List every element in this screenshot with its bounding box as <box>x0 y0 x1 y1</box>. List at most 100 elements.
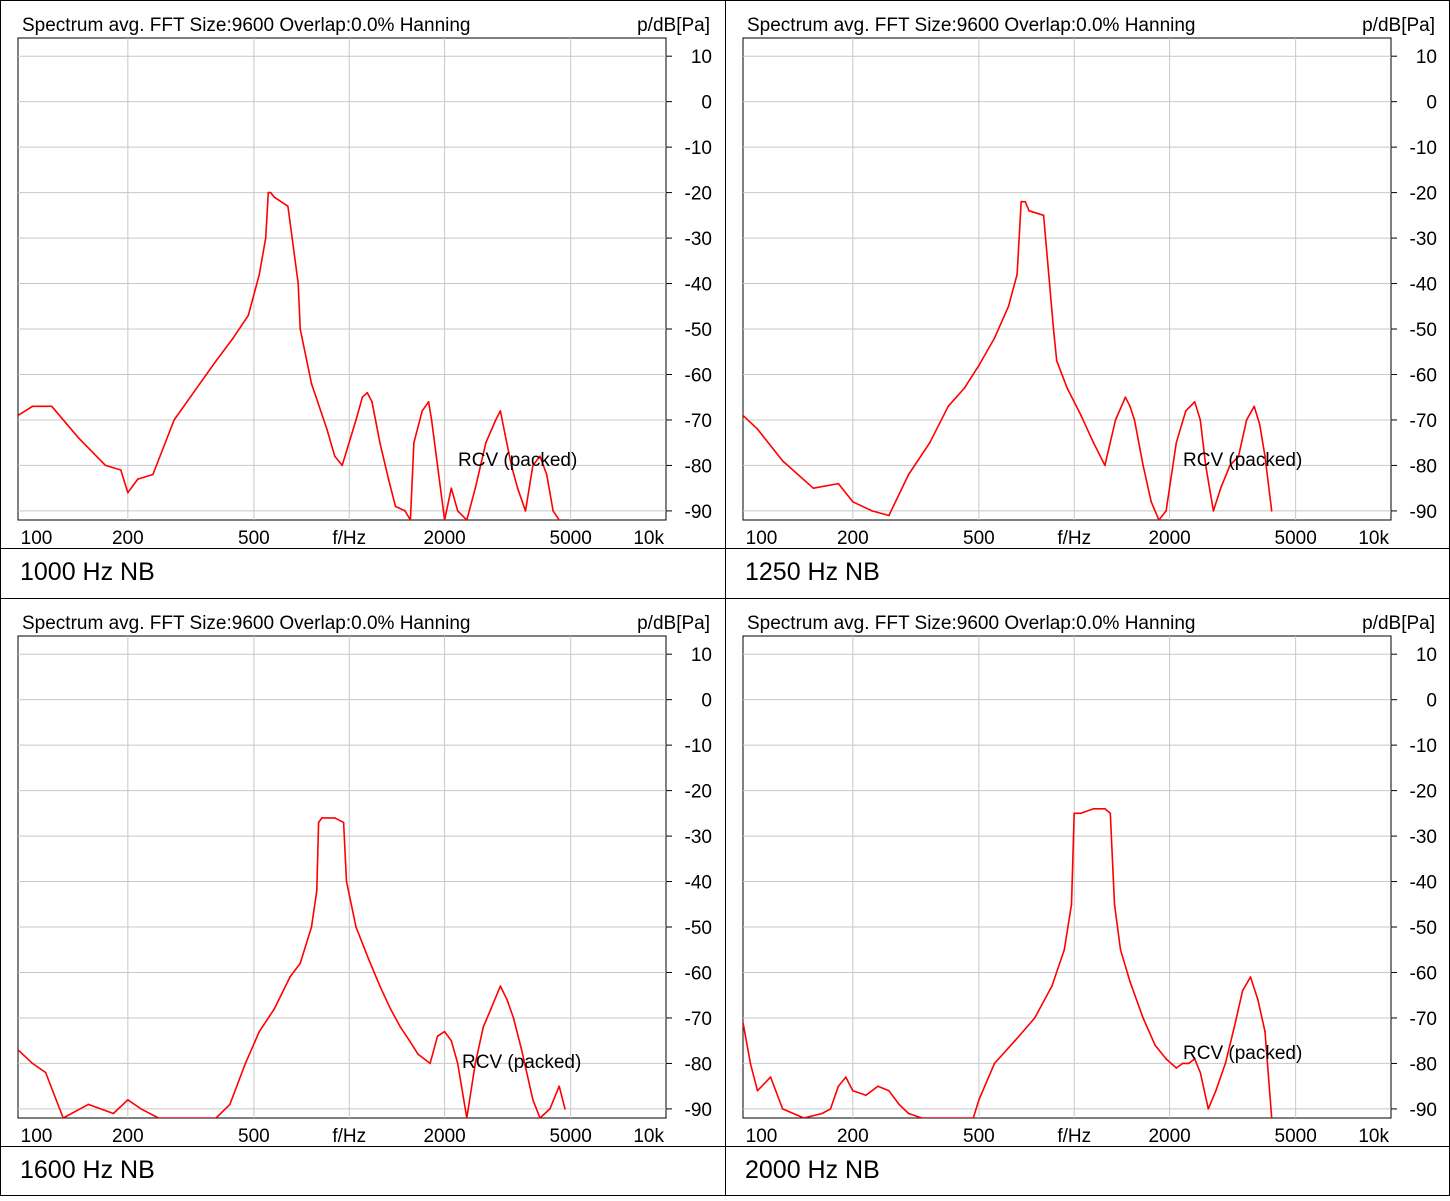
x-tick-label: 200 <box>837 1126 869 1147</box>
data-point <box>450 1039 453 1042</box>
data-point <box>907 1112 910 1115</box>
data-point <box>1212 510 1215 512</box>
data-point <box>1020 200 1022 203</box>
data-point <box>1237 455 1240 458</box>
data-point <box>1154 1044 1156 1047</box>
data-point <box>465 1117 468 1118</box>
data-point <box>837 1085 840 1087</box>
data-point <box>1264 455 1266 458</box>
data-point <box>1124 396 1127 399</box>
data-point <box>1129 980 1131 983</box>
data-point <box>1051 985 1053 987</box>
data-point <box>871 510 873 512</box>
data-point <box>802 1117 805 1118</box>
y-tick-label: -90 <box>1410 1100 1437 1121</box>
data-point <box>173 419 175 421</box>
y-tick-label: -40 <box>685 275 712 296</box>
y-tick-label: -70 <box>1410 411 1437 432</box>
data-point <box>520 1048 523 1051</box>
data-point <box>31 405 34 408</box>
data-point <box>978 1099 980 1101</box>
data-point <box>1055 360 1058 362</box>
y-tick-label: -20 <box>685 184 712 205</box>
x-tick-label: 100 <box>746 1126 778 1147</box>
data-point <box>379 441 381 444</box>
data-point <box>399 1026 402 1028</box>
data-point <box>1014 1039 1016 1042</box>
y-tick-label: 10 <box>691 47 712 68</box>
data-point <box>1133 419 1136 421</box>
data-point <box>781 1108 784 1110</box>
data-point <box>898 1103 900 1106</box>
x-tick-label: 2000 <box>1148 528 1190 549</box>
x-tick-label: 200 <box>112 1126 144 1147</box>
y-tick-label: -70 <box>1410 1009 1437 1030</box>
chart-panel-3: Spectrum avg. FFT Size:9600 Overlap:0.0%… <box>0 613 725 1184</box>
data-point <box>456 1062 459 1065</box>
data-point <box>1175 441 1178 444</box>
y-tick-label: 10 <box>1416 47 1437 68</box>
data-point <box>104 464 107 467</box>
data-point <box>1199 1071 1202 1074</box>
plot-frame <box>17 635 667 1119</box>
x-tick-label: 10k <box>1358 1126 1389 1147</box>
y-tick-label: -50 <box>1410 918 1437 939</box>
data-point <box>1042 214 1045 217</box>
data-point <box>532 464 534 467</box>
data-point <box>273 196 276 198</box>
data-point <box>389 1008 392 1010</box>
y-tick-label: -30 <box>1410 229 1437 250</box>
y-tick-label: -80 <box>685 456 712 477</box>
data-point <box>829 1108 832 1110</box>
data-point <box>321 817 323 819</box>
y-unit-label: p/dB[Pa] <box>637 613 710 634</box>
data-point <box>244 1062 247 1065</box>
data-point <box>355 926 357 928</box>
y-tick-label: -40 <box>685 873 712 894</box>
x-tick-label: 200 <box>112 528 144 549</box>
data-point <box>1181 1062 1184 1065</box>
data-point <box>1052 328 1055 330</box>
data-point <box>1185 410 1187 412</box>
data-point <box>1104 464 1106 467</box>
data-point <box>247 314 250 317</box>
data-point <box>341 464 343 467</box>
data-point <box>499 410 502 412</box>
data-point <box>404 510 406 512</box>
x-tick-label: 10k <box>633 528 664 549</box>
data-point <box>539 1117 541 1118</box>
data-point <box>1249 976 1252 978</box>
data-point <box>960 1117 963 1118</box>
data-point <box>421 410 424 412</box>
y-tick-label: -70 <box>685 1009 712 1030</box>
y-tick-label: -20 <box>685 782 712 803</box>
data-point <box>215 360 217 362</box>
chart-title: Spectrum avg. FFT Size:9600 Overlap:0.0%… <box>22 613 471 634</box>
y-tick-label: -60 <box>1410 365 1437 386</box>
data-point <box>756 428 759 430</box>
data-point <box>409 519 412 520</box>
data-point <box>443 519 446 520</box>
rcv-annotation: RCV (packed) <box>1183 1043 1302 1064</box>
data-point <box>430 419 433 421</box>
data-point <box>749 1062 752 1065</box>
data-point <box>743 414 744 417</box>
data-point <box>812 487 815 489</box>
data-point <box>1033 1017 1036 1019</box>
data-point <box>394 505 397 508</box>
data-point <box>1245 419 1248 421</box>
data-point <box>1080 414 1082 417</box>
rcv-annotation: RCV (packed) <box>458 450 577 471</box>
data-point <box>510 464 513 467</box>
panel-caption: 1000 Hz NB <box>20 558 155 586</box>
data-point <box>1257 998 1259 1001</box>
data-point <box>1270 1117 1273 1118</box>
data-point <box>539 455 541 458</box>
data-point <box>1028 209 1030 212</box>
data-point <box>1066 387 1068 389</box>
y-tick-label: -30 <box>685 229 712 250</box>
data-point <box>1109 812 1112 815</box>
data-point <box>524 510 527 512</box>
data-point <box>558 519 560 520</box>
